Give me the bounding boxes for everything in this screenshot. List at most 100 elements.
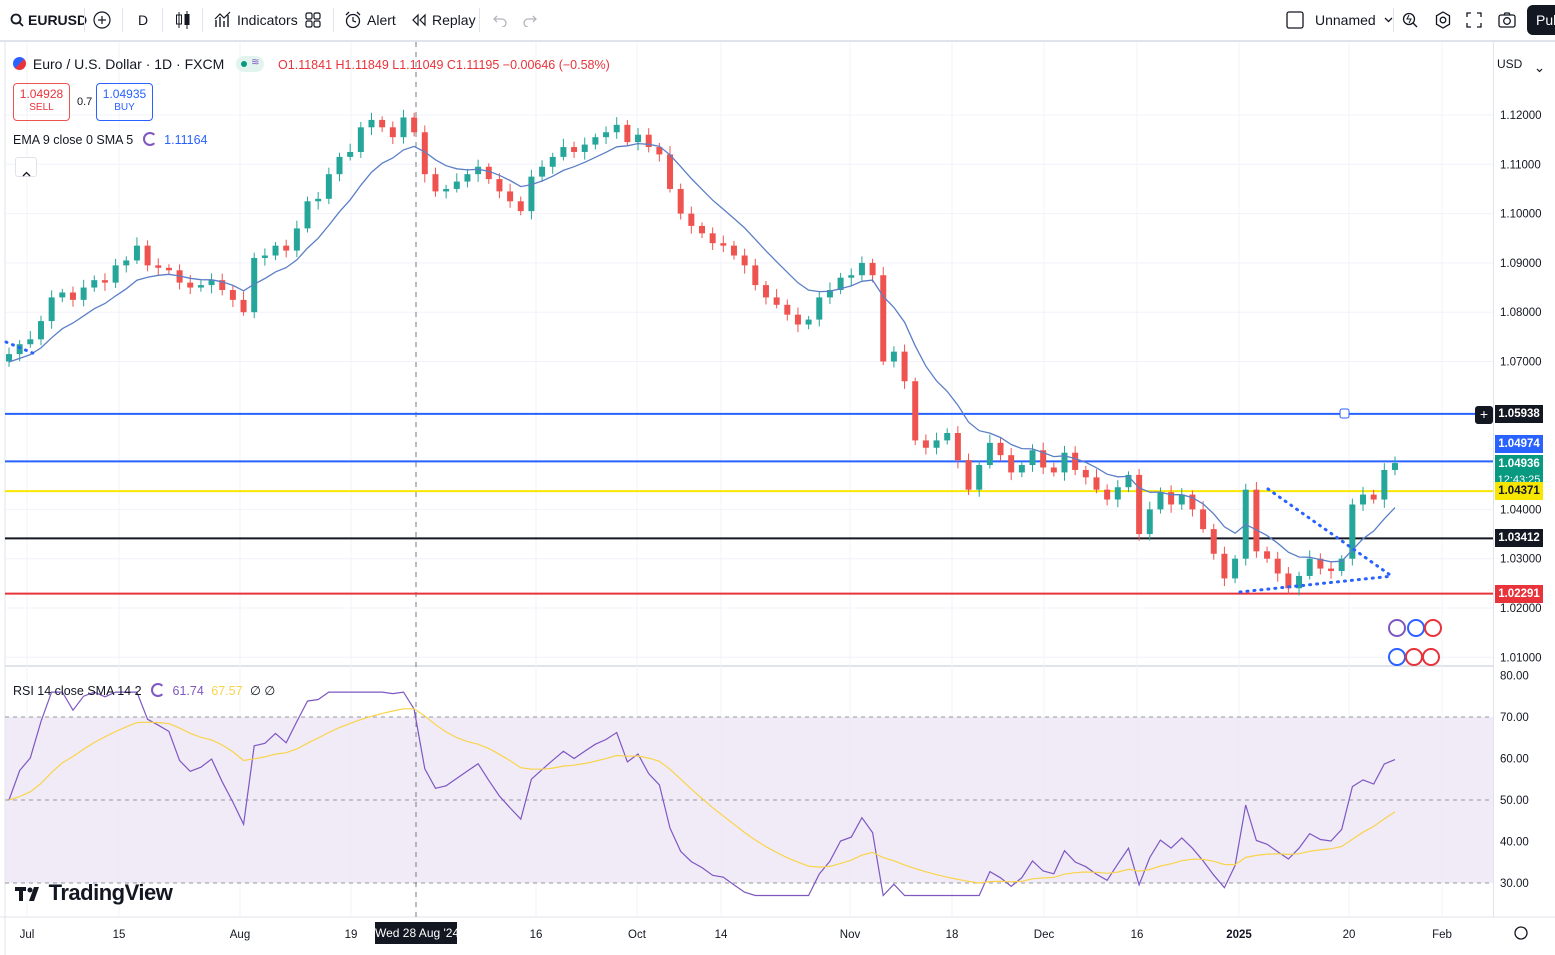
candle-body: [443, 188, 450, 192]
rsi-tick-label: 30.00: [1500, 878, 1529, 890]
candle-body: [1317, 558, 1324, 569]
candle-body: [485, 166, 492, 180]
ema-label: EMA 9 close 0 SMA 5: [13, 133, 134, 147]
rsi-tick-label: 40.00: [1500, 837, 1529, 849]
ema-legend[interactable]: EMA 9 close 0 SMA 5 1.11164: [13, 132, 208, 147]
rsi-legend[interactable]: RSI 14 close SMA 14 2 61.74 67.57 ∅ ∅: [13, 683, 275, 698]
candle-body: [1008, 455, 1015, 473]
candle-body: [869, 262, 876, 276]
candle-body: [240, 299, 247, 313]
candle-body: [1338, 558, 1345, 572]
undo-button[interactable]: [491, 0, 507, 40]
time-tick-label: 14: [715, 929, 728, 941]
add-order-button[interactable]: +: [1475, 406, 1493, 424]
alert-button[interactable]: Alert: [344, 0, 396, 40]
candle-body: [592, 137, 599, 145]
candle-body: [101, 280, 108, 283]
candle-body: [1370, 494, 1377, 500]
time-tick-label: 16: [530, 929, 543, 941]
divider: [202, 8, 203, 32]
candle-body: [944, 432, 951, 441]
interval-button[interactable]: D: [138, 0, 148, 40]
event-icon: [1388, 648, 1406, 666]
candle-body: [475, 166, 482, 175]
redo-button[interactable]: [523, 0, 539, 40]
buy-button[interactable]: 1.04935 BUY: [96, 83, 153, 121]
loading-spinner-icon: [142, 132, 157, 146]
candle-body: [261, 255, 268, 258]
layout-button[interactable]: Unnamed: [1286, 0, 1393, 40]
price-tick-label: 1.04000: [1500, 504, 1542, 516]
candle-body: [1392, 463, 1398, 470]
quick-search-button[interactable]: [1401, 0, 1419, 40]
sell-button[interactable]: 1.04928 SELL: [13, 83, 70, 121]
candle-body: [1104, 489, 1111, 500]
market-status-icon: ≋: [236, 56, 265, 72]
candle-body: [688, 213, 695, 226]
candle-body: [549, 156, 556, 167]
candle-body: [784, 304, 791, 315]
price-tick-label: 1.09000: [1500, 258, 1542, 270]
candle-body: [389, 127, 396, 138]
candle-body: [133, 245, 140, 261]
publish-button[interactable]: Pub: [1527, 5, 1555, 35]
divider: [84, 8, 85, 32]
price-tick-label: 1.01000: [1500, 652, 1542, 664]
candle-body: [1210, 529, 1217, 554]
candle-body: [155, 265, 162, 268]
candle-body: [251, 257, 258, 313]
rsi-tick-label: 50.00: [1500, 795, 1529, 807]
candle-body: [560, 147, 567, 157]
candle-body: [880, 275, 887, 362]
candle-body: [1221, 553, 1228, 579]
event-icon: [1388, 619, 1406, 637]
templates-button[interactable]: [305, 0, 321, 40]
collapse-legend-button[interactable]: [15, 157, 37, 177]
layout-square-icon: [1286, 11, 1304, 29]
candle-body: [1114, 487, 1121, 500]
snapshot-button[interactable]: [1498, 0, 1516, 40]
candle-body: [453, 181, 460, 189]
divider: [333, 8, 334, 32]
candle-body: [1082, 469, 1089, 478]
candle-body: [27, 339, 34, 345]
rsi-sma-value: 67.57: [211, 684, 243, 698]
fullscreen-icon: [1466, 12, 1482, 28]
candle-body: [986, 442, 993, 466]
candle-body: [933, 440, 940, 448]
indicators-button[interactable]: Indicators: [214, 0, 298, 40]
candle-body: [858, 262, 865, 276]
symbol-search[interactable]: EURUSD: [10, 0, 87, 40]
chart-canvas[interactable]: 1.12000 1.11000 1.10000 1.09000 1.08000 1.070…: [0, 42, 1555, 955]
candle-body: [1061, 452, 1068, 473]
price-tick-label: 1.07000: [1500, 357, 1542, 369]
candle-body: [123, 260, 130, 266]
candle-body: [1136, 474, 1143, 535]
currency-selector[interactable]: USD: [1497, 57, 1545, 76]
settings-button[interactable]: [1434, 0, 1452, 40]
line-handle: [1339, 408, 1350, 419]
candle-body: [720, 243, 727, 246]
candle-body: [1125, 474, 1132, 488]
candle-body: [1029, 450, 1036, 466]
candle-body: [1093, 477, 1100, 490]
indicators-icon: [214, 11, 232, 29]
candle-body: [496, 179, 503, 192]
rsi-label: RSI 14 close SMA 14 2: [13, 684, 142, 698]
redo-icon: [523, 13, 539, 27]
chart-area[interactable]: 1.12000 1.11000 1.10000 1.09000 1.08000 1.070…: [0, 42, 1555, 955]
candle-body: [699, 225, 705, 234]
candle-body: [1189, 494, 1196, 510]
time-tick-label: 20: [1343, 929, 1356, 941]
interval-label: D: [138, 12, 149, 28]
candle-body: [709, 233, 716, 244]
candle-body: [624, 124, 631, 143]
price-tag: 1.05938: [1495, 404, 1543, 423]
divider: [162, 8, 163, 32]
candle-body: [1168, 492, 1175, 505]
compare-button[interactable]: [93, 0, 111, 40]
replay-button[interactable]: Replay: [411, 0, 476, 40]
trendline-left: [4, 340, 37, 356]
chart-type-button[interactable]: [175, 0, 191, 40]
fullscreen-button[interactable]: [1466, 0, 1482, 40]
